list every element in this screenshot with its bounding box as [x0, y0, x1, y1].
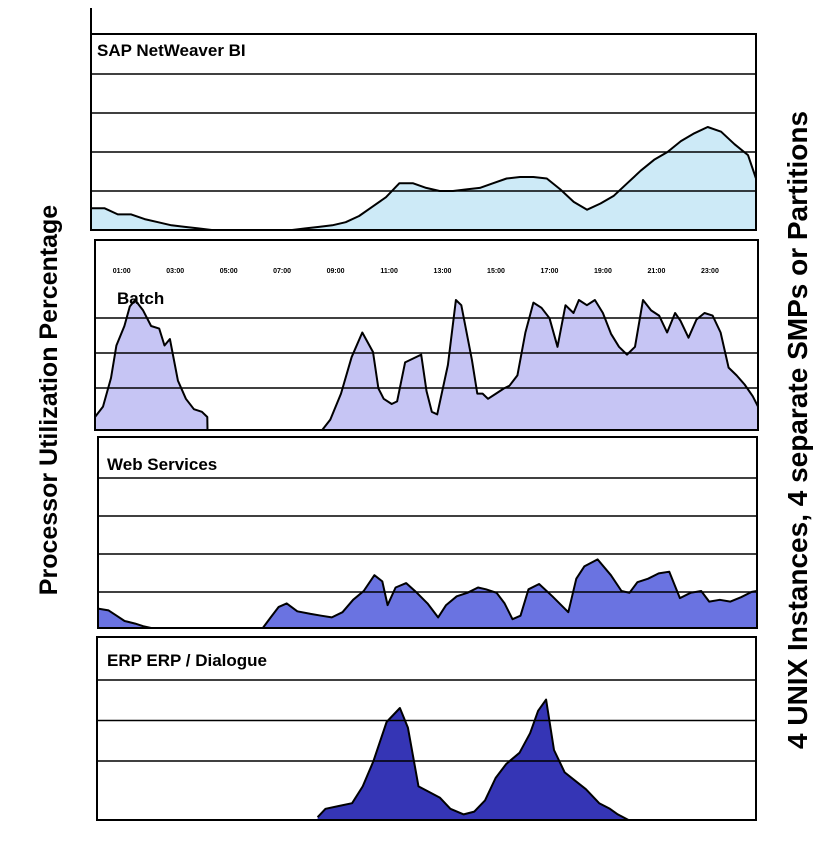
panel-3: Web Services: [97, 436, 758, 629]
panel-title: Batch: [117, 289, 164, 308]
panel-border: [94, 239, 759, 431]
panel-2: Batch 01:00 03:00 05:00 07:00 09:00 11:00 13:00…: [94, 239, 759, 431]
tick-label: 17:00: [541, 268, 559, 275]
tick-label: 05:00: [220, 268, 238, 275]
series-area: [95, 300, 758, 430]
panel-border: [97, 436, 758, 629]
tick-label: 09:00: [327, 268, 345, 275]
panel-title: Web Services: [107, 455, 217, 474]
tick-label: 01:00: [113, 268, 131, 275]
right-axis-label: 4 UNIX Instances, 4 separate SMPs or Par…: [782, 111, 813, 749]
tick-label: 15:00: [487, 268, 505, 275]
series-area: [91, 127, 756, 230]
tick-label: 19:00: [594, 268, 612, 275]
left-axis-label: Processor Utilization Percentage: [35, 205, 63, 596]
tick-label: 11:00: [380, 268, 398, 275]
panel-title: SAP NetWeaver BI: [97, 41, 246, 60]
tick-label: 13:00: [434, 268, 452, 275]
series-line: [97, 558, 758, 629]
series-line: [91, 126, 757, 231]
tick-label: 07:00: [273, 268, 291, 275]
panel-title: ERP ERP / Dialogue: [107, 651, 267, 670]
panel-1: SAP NetWeaver BI: [90, 33, 757, 231]
panel-border: [96, 636, 757, 821]
tick-label: 03:00: [166, 268, 184, 275]
tick-label: 23:00: [701, 268, 719, 275]
series-line: [316, 698, 629, 821]
panel-border: [90, 33, 757, 231]
panels: SAP NetWeaver BI Batch 01:00 03:00 05:00 07:0…: [90, 33, 759, 821]
panel-4: ERP ERP / Dialogue: [96, 636, 757, 821]
tick-label: 21:00: [647, 268, 665, 275]
series-line: [94, 299, 759, 431]
series-area: [98, 559, 757, 628]
time-ticks: 01:00 03:00 05:00 07:00 09:00 11:00 13:00 15:00…: [113, 268, 719, 275]
